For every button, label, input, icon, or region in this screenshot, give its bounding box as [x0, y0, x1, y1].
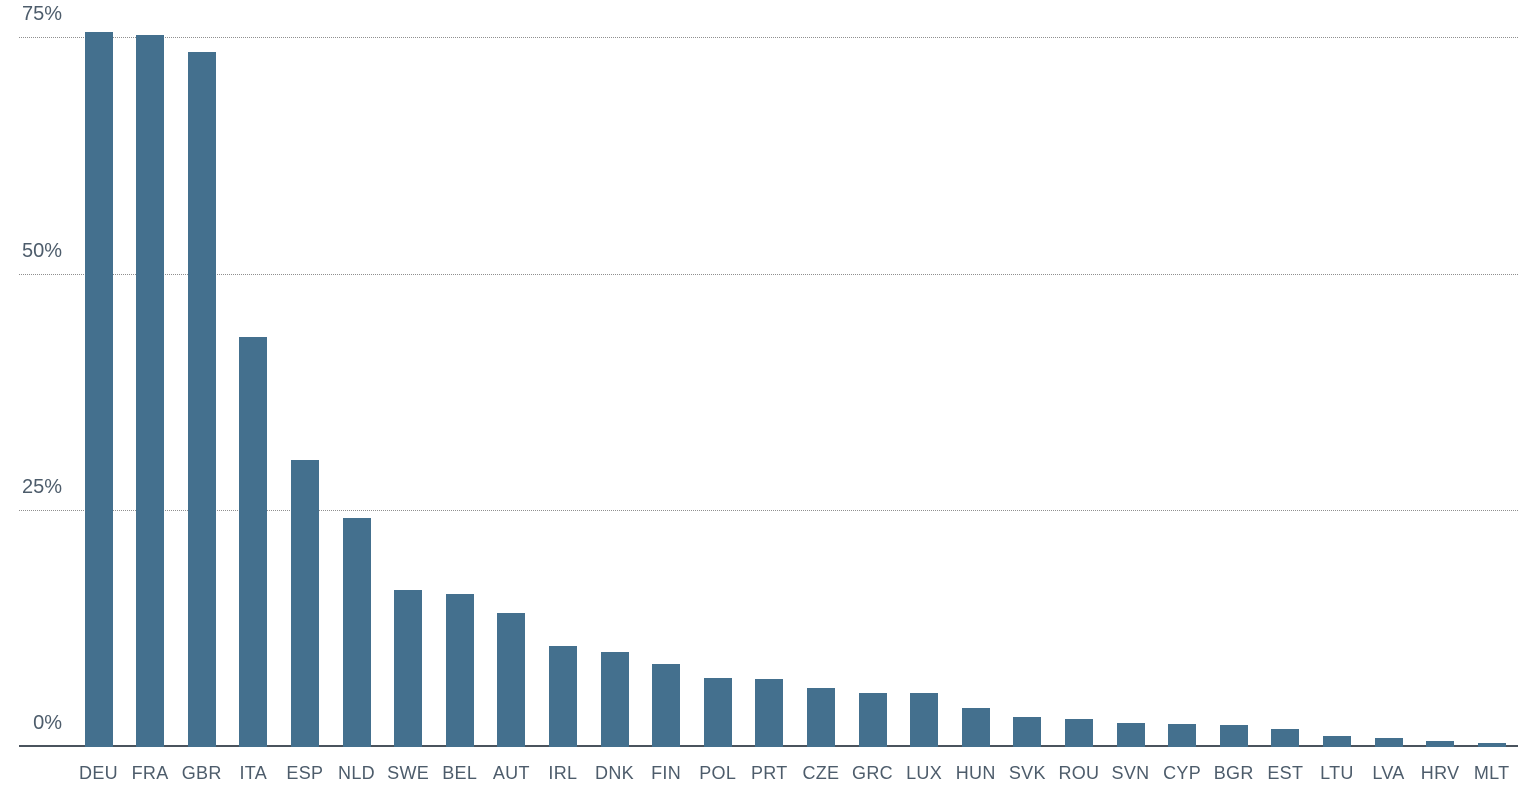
bar-ESP [290, 459, 319, 747]
gridline-25pct [19, 509, 1518, 511]
bar-FIN [652, 663, 681, 747]
x-tick-label-SVN: SVN [1111, 763, 1150, 783]
x-tick-label-BGR: BGR [1213, 763, 1254, 783]
x-tick-label-SWE: SWE [387, 763, 430, 783]
bar-HUN [961, 708, 990, 747]
x-tick-label-CZE: CZE [802, 763, 840, 783]
x-tick-label-NLD: NLD [338, 763, 375, 783]
bar-CZE [806, 688, 835, 747]
bar-PRT [755, 678, 784, 747]
x-tick-label-DEU: DEU [79, 763, 118, 783]
bar-LUX [910, 693, 939, 747]
bar-AUT [497, 612, 526, 747]
bar-GBR [187, 52, 216, 747]
x-tick-label-ITA: ITA [239, 763, 268, 783]
x-tick-label-LVA: LVA [1372, 763, 1405, 783]
bar-IRL [548, 645, 577, 747]
bar-NLD [342, 518, 371, 747]
y-tick-label-25pct: 25% [21, 475, 62, 498]
bar-POL [703, 678, 732, 747]
bar-DNK [600, 651, 629, 747]
bar-GRC [858, 693, 887, 747]
x-tick-label-MLT: MLT [1473, 763, 1510, 783]
x-tick-label-BEL: BEL [442, 763, 478, 783]
y-tick-label-0pct: 0% [33, 712, 62, 734]
x-tick-label-LTU: LTU [1320, 763, 1354, 783]
x-tick-label-AUT: AUT [492, 763, 530, 783]
x-tick-label-PRT: PRT [751, 763, 788, 783]
bar-CYP [1168, 724, 1197, 747]
bar-ITA [239, 336, 268, 747]
bar-SVN [1116, 723, 1145, 747]
y-tick-label-75pct: 75% [21, 3, 62, 26]
gridline-75pct [19, 37, 1518, 39]
bar-LVA [1374, 737, 1403, 747]
x-tick-label-HUN: HUN [955, 763, 996, 783]
x-tick-label-EST: EST [1267, 763, 1304, 783]
y-tick-label-50pct: 50% [21, 239, 62, 262]
x-tick-label-CYP: CYP [1163, 763, 1202, 783]
gridline-50pct [19, 273, 1518, 275]
x-tick-label-FIN: FIN [651, 763, 682, 783]
bar-HRV [1426, 741, 1455, 747]
x-tick-label-GBR: GBR [181, 763, 222, 783]
bar-SWE [394, 590, 423, 747]
x-tick-label-FRA: FRA [131, 763, 169, 783]
bar-SVK [1013, 716, 1042, 747]
bar-LTU [1322, 735, 1351, 747]
bar-ROU [1064, 718, 1093, 747]
x-tick-label-POL: POL [699, 763, 737, 783]
bar-MLT [1477, 743, 1506, 747]
bar-BGR [1219, 725, 1248, 747]
bar-FRA [136, 35, 165, 747]
x-tick-label-ROU: ROU [1058, 763, 1100, 783]
x-tick-label-GRC: GRC [852, 763, 893, 783]
bar-EST [1271, 729, 1300, 747]
plot-area [19, 0, 1518, 747]
x-tick-label-SVK: SVK [1008, 763, 1046, 783]
x-tick-label-DNK: DNK [595, 763, 634, 783]
bar-DEU [84, 31, 113, 747]
x-tick-label-HRV: HRV [1420, 763, 1460, 783]
x-tick-label-IRL: IRL [548, 763, 578, 783]
bar-BEL [445, 593, 474, 747]
x-tick-label-ESP: ESP [286, 763, 324, 783]
x-tick-label-LUX: LUX [906, 763, 943, 783]
